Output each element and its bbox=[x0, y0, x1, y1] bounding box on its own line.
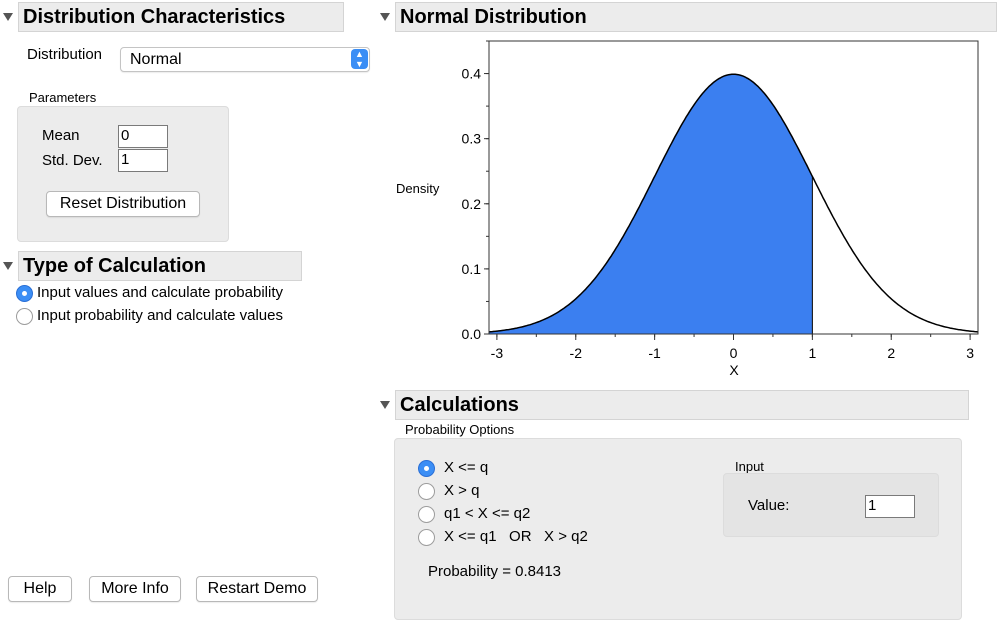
parameters-panel: Mean 0 Std. Dev. 1 Reset Distribution bbox=[17, 106, 229, 242]
parameters-label: Parameters bbox=[29, 90, 97, 105]
std-dev-label: Std. Dev. bbox=[42, 152, 103, 169]
x-tick-label: -1 bbox=[648, 345, 661, 361]
x-tick-label: 1 bbox=[808, 345, 816, 361]
y-axis-label: Density bbox=[396, 181, 440, 196]
collapse-triangle-icon[interactable] bbox=[380, 13, 390, 21]
y-tick-label: 0.1 bbox=[462, 261, 482, 277]
restart-demo-button[interactable]: Restart Demo bbox=[196, 576, 318, 602]
radio-x-le-q[interactable] bbox=[418, 460, 435, 477]
radio-q1-lt-x-le-q2[interactable] bbox=[418, 506, 435, 523]
type-of-calculation-header: Type of Calculation bbox=[18, 251, 302, 281]
more-info-button[interactable]: More Info bbox=[89, 576, 181, 602]
value-label: Value: bbox=[748, 497, 790, 514]
x-axis-label: X bbox=[729, 362, 739, 378]
radio-q1-lt-x-le-q2-label[interactable]: q1 < X <= q2 bbox=[444, 505, 531, 522]
distribution-characteristics-header: Distribution Characteristics bbox=[18, 2, 344, 32]
radio-x-gt-q-label[interactable]: X > q bbox=[444, 482, 480, 499]
normal-distribution-chart: Density X 0.0 0.1 0.2 0.3 0.4 -3 -2 -1 0 1 2 3 bbox=[396, 40, 979, 378]
collapse-triangle-icon[interactable] bbox=[3, 262, 13, 270]
help-button[interactable]: Help bbox=[8, 576, 72, 602]
x-tick-label: -2 bbox=[570, 345, 583, 361]
value-input[interactable]: 1 bbox=[865, 495, 915, 518]
input-panel: Value: 1 bbox=[723, 473, 939, 537]
collapse-triangle-icon[interactable] bbox=[380, 401, 390, 409]
plot-frame bbox=[488, 40, 979, 335]
x-tick-label: 2 bbox=[887, 345, 895, 361]
y-tick-label: 0.0 bbox=[462, 326, 482, 342]
y-tick-label: 0.2 bbox=[462, 196, 482, 212]
radio-calc-values-label[interactable]: Input probability and calculate values bbox=[37, 307, 283, 324]
y-tick-label: 0.3 bbox=[462, 131, 482, 147]
normal-distribution-header: Normal Distribution bbox=[395, 2, 997, 32]
mean-label: Mean bbox=[42, 127, 80, 144]
reset-distribution-button[interactable]: Reset Distribution bbox=[46, 191, 200, 217]
x-tick-label: 0 bbox=[730, 345, 738, 361]
x-tick-label: -3 bbox=[491, 345, 504, 361]
radio-calc-probability[interactable] bbox=[16, 285, 33, 302]
collapse-triangle-icon[interactable] bbox=[3, 13, 13, 21]
input-label: Input bbox=[735, 459, 764, 474]
radio-calc-values[interactable] bbox=[16, 308, 33, 325]
distribution-label: Distribution bbox=[27, 46, 103, 63]
distribution-select[interactable]: Normal bbox=[120, 47, 370, 72]
std-dev-input[interactable]: 1 bbox=[118, 149, 168, 172]
mean-input[interactable]: 0 bbox=[118, 125, 168, 148]
probability-options-label: Probability Options bbox=[405, 422, 515, 437]
density-curve bbox=[488, 73, 979, 333]
shaded-probability-area bbox=[489, 74, 813, 334]
x-tick-label: 3 bbox=[966, 345, 974, 361]
radio-x-le-q1-or-x-gt-q2[interactable] bbox=[418, 529, 435, 546]
calculations-header: Calculations bbox=[395, 390, 969, 420]
radio-x-gt-q[interactable] bbox=[418, 483, 435, 500]
probability-result: Probability = 0.8413 bbox=[428, 563, 562, 580]
radio-calc-probability-label[interactable]: Input values and calculate probability bbox=[37, 284, 283, 301]
y-tick-label: 0.4 bbox=[462, 66, 482, 82]
radio-x-le-q1-or-x-gt-q2-label[interactable]: X <= q1 OR X > q2 bbox=[444, 528, 588, 545]
probability-options-panel: X <= q X > q q1 < X <= q2 X <= q1 OR X >… bbox=[394, 438, 962, 620]
radio-x-le-q-label[interactable]: X <= q bbox=[444, 459, 489, 476]
